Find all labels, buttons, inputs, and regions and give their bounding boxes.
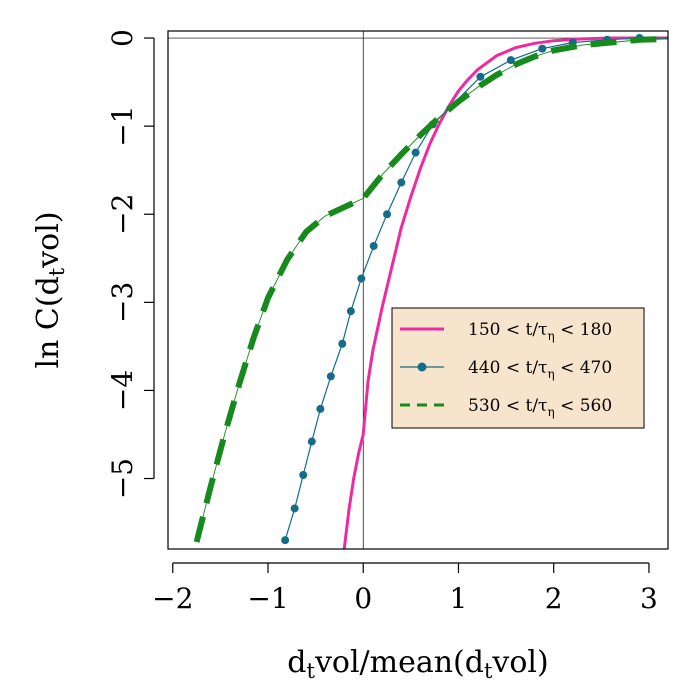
data-point [307, 437, 316, 446]
data-point [506, 56, 515, 65]
data-point [411, 148, 420, 157]
data-point [290, 504, 299, 513]
data-point [369, 241, 378, 250]
data-point [326, 372, 335, 381]
legend-label-3: 530 < t/τη < 560 [468, 396, 612, 419]
y-axis-label: ln C(dtvol) [31, 211, 69, 368]
plot-frame [167, 30, 669, 550]
x-tick-label: 3 [640, 582, 658, 615]
x-axis-label: dtvol/mean(dtvol) [287, 645, 548, 683]
data-point [338, 339, 347, 348]
y-tick-label: −4 [106, 370, 139, 411]
data-point [281, 536, 290, 545]
legend-marker-2 [417, 362, 427, 372]
data-point [299, 471, 308, 479]
data-point [476, 72, 485, 81]
series-line-1 [342, 36, 668, 549]
y-tick-label: −2 [106, 194, 139, 235]
legend-label-1: 150 < t/τη < 180 [468, 320, 612, 343]
series-layer [193, 34, 668, 549]
legend-label-2: 440 < t/τη < 470 [468, 358, 612, 381]
data-point [538, 44, 547, 53]
x-tick-label: −2 [152, 582, 193, 615]
y-axis: 0 −1 −2 −3 −4 −5 [106, 29, 155, 499]
data-point [357, 274, 366, 283]
y-tick-label: −3 [106, 282, 139, 323]
data-point [397, 178, 406, 187]
legend-item-3: 530 < t/τη < 560 [400, 396, 612, 419]
x-axis: −2 −1 0 1 2 3 [152, 562, 658, 615]
y-tick-label: −5 [106, 458, 139, 499]
legend-item-2: 440 < t/τη < 470 [400, 358, 612, 381]
data-point [316, 404, 325, 413]
series-thin-line-3 [196, 38, 668, 543]
legend: 150 < t/τη < 180 440 < t/τη < 470 530 < … [391, 307, 645, 429]
data-point [346, 307, 355, 316]
y-tick-label: −1 [106, 106, 139, 147]
y-tick-label: 0 [106, 29, 139, 47]
legend-item-1: 150 < t/τη < 180 [400, 320, 612, 343]
x-tick-label: −1 [247, 582, 288, 615]
x-tick-label: 2 [545, 582, 563, 615]
data-point [383, 210, 392, 219]
x-tick-label: 1 [450, 582, 468, 615]
x-tick-label: 0 [354, 582, 372, 615]
